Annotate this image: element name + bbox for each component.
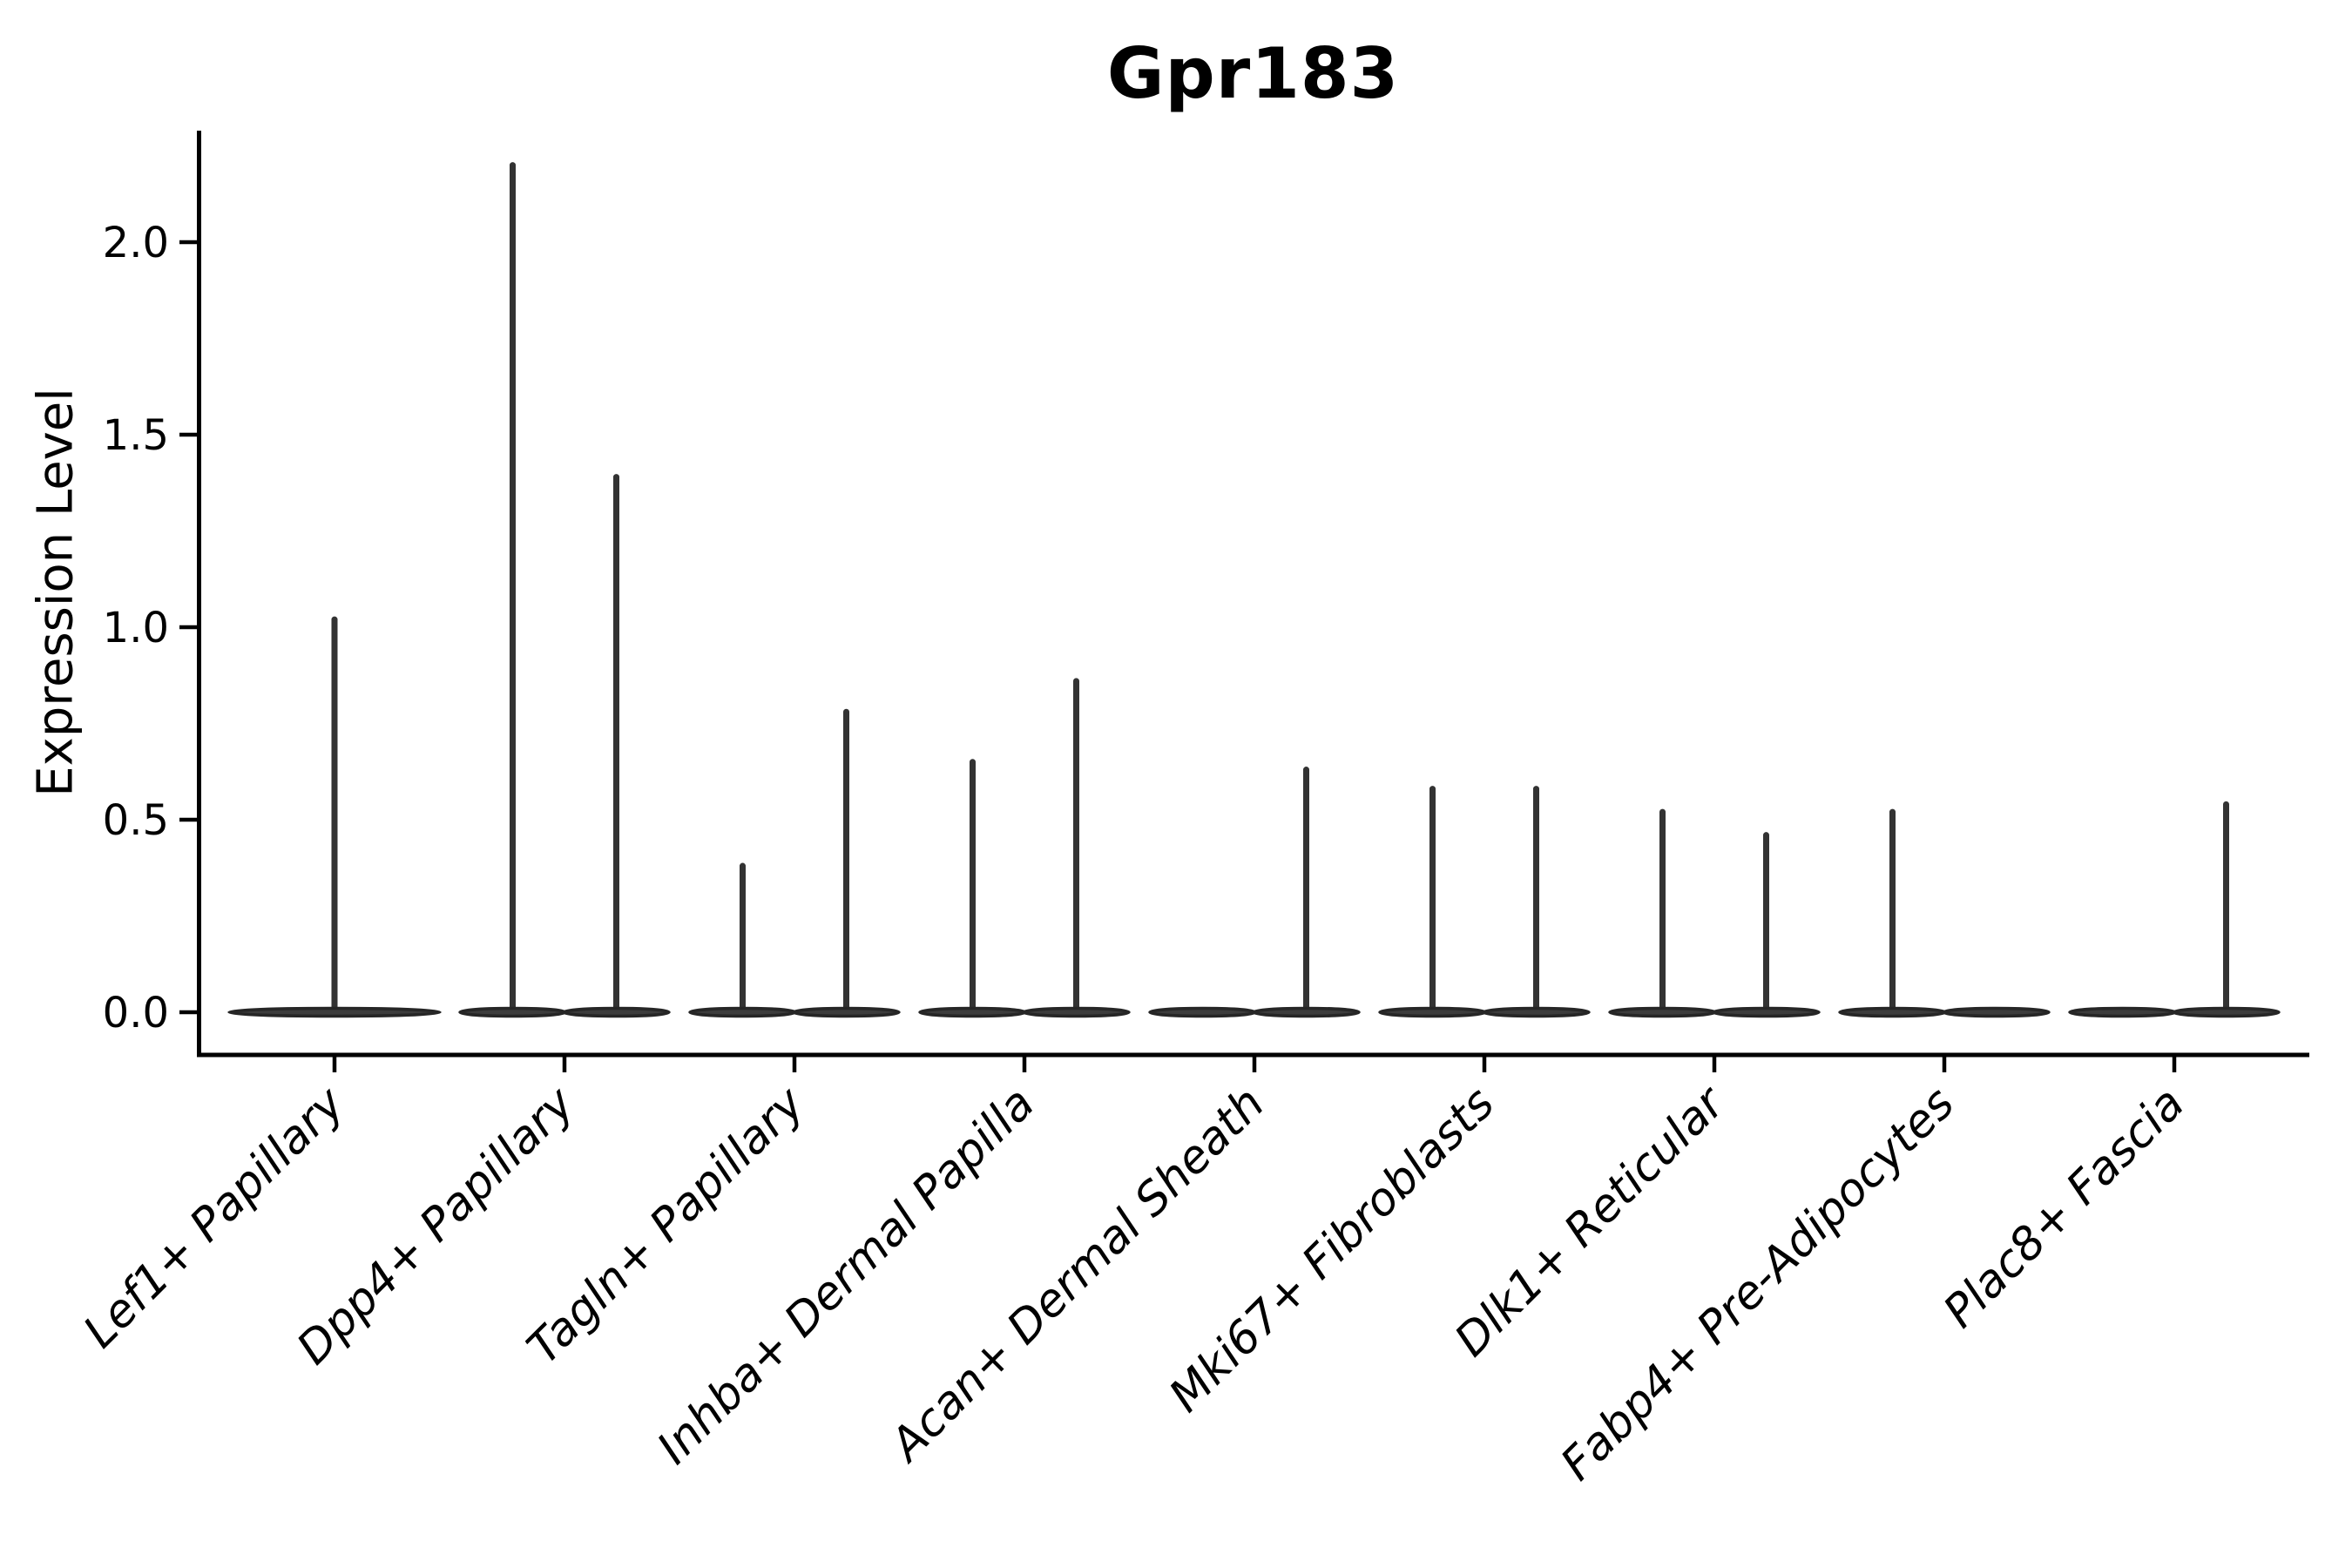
violin-body [2172,1006,2281,1018]
violin-body [1378,1006,1487,1018]
violin-body [1712,1006,1821,1018]
violin-body [1148,1006,1257,1018]
y-tick-label: 2.0 [103,219,169,267]
y-tick-label: 0.0 [103,989,169,1037]
chart-title: Gpr183 [1106,33,1400,114]
y-tick-label: 1.5 [103,411,169,460]
violin-body [227,1006,442,1018]
x-tick-label: Plac8+ Fascia [1934,1078,2194,1338]
violin-body [918,1006,1027,1018]
violin-body [1838,1006,1947,1018]
violin-body [1482,1006,1591,1018]
violin-body [1022,1006,1131,1018]
violin-body [1608,1006,1717,1018]
violin-body [1252,1006,1361,1018]
y-tick-label: 0.5 [103,796,169,845]
violin-body [1942,1006,2051,1018]
x-tick-label: Fabp4+ Pre-Adipocytes [1551,1078,1965,1491]
x-tick-label: Acan+ Dermal Sheath [879,1078,1274,1473]
y-tick-label: 1.0 [103,604,169,652]
violin-body [2068,1006,2177,1018]
violin-body [562,1006,671,1018]
violin-body [458,1006,567,1018]
x-tick-label: Inhba+ Dermal Papilla [647,1078,1044,1475]
violin-body [792,1006,901,1018]
violin-body [688,1006,797,1018]
